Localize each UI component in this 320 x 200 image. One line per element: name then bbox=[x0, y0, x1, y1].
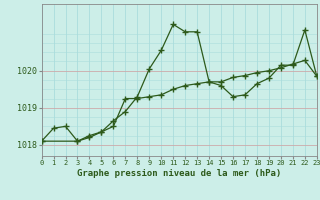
X-axis label: Graphe pression niveau de la mer (hPa): Graphe pression niveau de la mer (hPa) bbox=[77, 169, 281, 178]
